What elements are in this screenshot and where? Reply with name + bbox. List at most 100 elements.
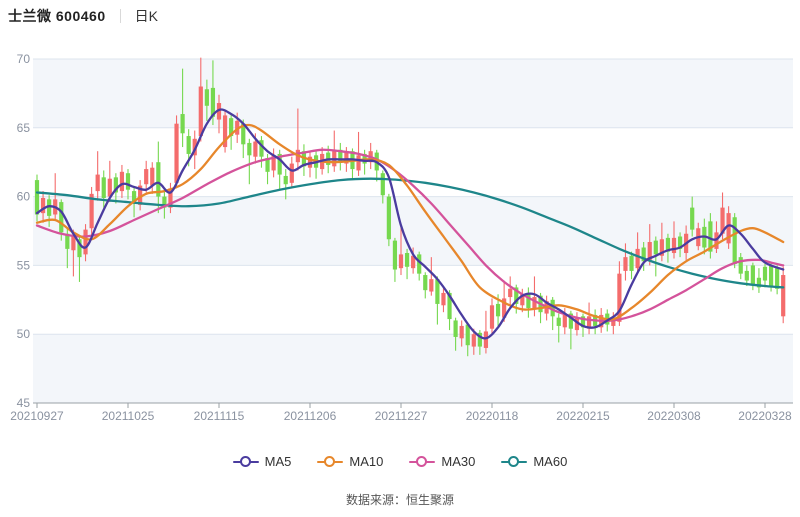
candle[interactable]	[222, 109, 228, 153]
candle[interactable]	[659, 222, 664, 262]
candle[interactable]	[690, 196, 695, 237]
candle[interactable]	[398, 225, 404, 276]
candle[interactable]	[708, 213, 713, 259]
x-axis-label: 20211227	[375, 409, 428, 423]
candle[interactable]	[404, 248, 410, 280]
candle[interactable]	[423, 272, 428, 299]
candle[interactable]	[47, 195, 52, 227]
candle[interactable]	[162, 188, 167, 219]
candle[interactable]	[477, 330, 482, 355]
candle[interactable]	[714, 221, 719, 254]
candle[interactable]	[40, 191, 46, 223]
candle[interactable]	[150, 162, 155, 194]
candle[interactable]	[471, 328, 476, 355]
x-axis: 20210927 20211025 20211115 20211206 20211227…	[10, 402, 793, 423]
candle[interactable]	[732, 213, 737, 269]
candle[interactable]	[623, 243, 628, 281]
candle[interactable]	[374, 149, 379, 182]
candle[interactable]	[744, 265, 749, 287]
candle[interactable]	[411, 247, 416, 274]
candle[interactable]	[726, 206, 731, 249]
candle[interactable]	[107, 160, 112, 203]
candle[interactable]	[483, 310, 489, 354]
y-axis-label: 50	[17, 327, 31, 341]
stock-title: 士兰微 600460	[8, 8, 106, 24]
candle[interactable]	[386, 193, 391, 247]
candle[interactable]	[459, 320, 464, 347]
candle[interactable]	[593, 309, 598, 335]
candle[interactable]	[89, 186, 94, 236]
candle[interactable]	[502, 280, 507, 322]
candle[interactable]	[101, 170, 106, 208]
candle[interactable]	[247, 138, 252, 185]
candle[interactable]	[629, 251, 634, 280]
candle[interactable]	[635, 232, 640, 274]
candle[interactable]	[380, 170, 385, 204]
candle[interactable]	[204, 79, 209, 121]
candle[interactable]	[271, 148, 276, 178]
candle[interactable]	[677, 232, 683, 258]
candle[interactable]	[338, 142, 343, 171]
candle[interactable]	[574, 312, 580, 336]
candle[interactable]	[671, 221, 677, 259]
candle[interactable]	[362, 149, 367, 175]
candle[interactable]	[465, 323, 470, 357]
candle[interactable]	[392, 237, 398, 282]
candle[interactable]	[180, 68, 185, 148]
candle[interactable]	[435, 276, 440, 325]
candle[interactable]	[144, 160, 149, 193]
candle[interactable]	[453, 317, 458, 351]
candle[interactable]	[762, 264, 768, 288]
candle[interactable]	[781, 266, 786, 324]
candle[interactable]	[156, 141, 161, 214]
candle[interactable]	[641, 242, 646, 271]
candle[interactable]	[508, 276, 513, 307]
candle[interactable]	[95, 151, 100, 201]
chart-header: 士兰微 600460 日K	[8, 7, 158, 25]
candle[interactable]	[532, 276, 537, 317]
candle[interactable]	[489, 298, 495, 335]
candle[interactable]	[756, 268, 762, 293]
y-axis-label: 70	[17, 52, 31, 66]
candle[interactable]	[198, 57, 203, 142]
legend-line-marker-icon	[317, 456, 344, 467]
candle[interactable]	[738, 253, 743, 280]
candle[interactable]	[289, 156, 294, 189]
candle[interactable]	[313, 149, 319, 179]
candle[interactable]	[174, 115, 179, 189]
candle[interactable]	[119, 164, 125, 198]
candle[interactable]	[168, 182, 173, 214]
candle[interactable]	[283, 169, 288, 200]
candle[interactable]	[665, 233, 671, 263]
legend-item-ma30[interactable]: MA30	[409, 454, 475, 469]
candle[interactable]	[259, 136, 264, 168]
x-axis-label: 20220328	[738, 409, 792, 423]
candle[interactable]	[138, 180, 143, 211]
candle[interactable]	[775, 265, 780, 295]
period-tab-daily-k[interactable]: 日K	[134, 8, 158, 24]
candle[interactable]	[301, 144, 307, 176]
legend-label: MA60	[533, 454, 568, 469]
x-axis-label: 20220308	[647, 409, 701, 423]
candle[interactable]	[417, 251, 422, 281]
candle[interactable]	[526, 287, 531, 318]
legend-label: MA5	[264, 454, 292, 469]
ma-legend: MA5 MA10 MA30 MA60	[0, 454, 800, 469]
candle[interactable]	[441, 286, 446, 313]
candle[interactable]	[34, 174, 40, 222]
candle[interactable]	[83, 224, 88, 262]
candle[interactable]	[550, 297, 555, 331]
legend-item-ma5[interactable]: MA5	[232, 454, 292, 469]
legend-item-ma10[interactable]: MA10	[317, 454, 383, 469]
candle[interactable]	[229, 114, 234, 150]
candle[interactable]	[216, 94, 222, 134]
legend-item-ma60[interactable]: MA60	[501, 454, 567, 469]
candle[interactable]	[71, 229, 76, 277]
ma30-line	[35, 148, 785, 322]
candle[interactable]	[586, 302, 592, 335]
candle[interactable]	[429, 257, 434, 296]
data-source-note: 数据来源：恒生聚源	[345, 493, 454, 507]
candle[interactable]	[556, 313, 561, 343]
